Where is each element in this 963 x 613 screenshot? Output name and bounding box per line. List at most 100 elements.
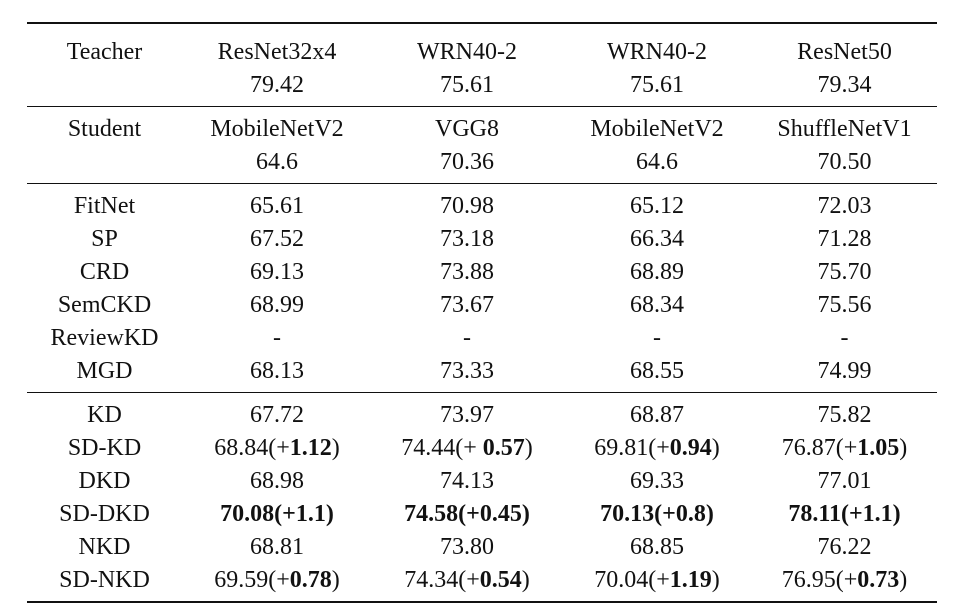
- table-row: SD-DKD 70.08(+1.1) 74.58(+0.45) 70.13(+0…: [27, 498, 937, 531]
- table-cell: 73.97: [372, 392, 562, 432]
- table-cell: 70.13(+0.8): [600, 501, 714, 527]
- table-cell: 66.34: [630, 226, 684, 252]
- table-cell: 77.01: [817, 468, 872, 494]
- student-model: MobileNetV2: [562, 106, 752, 146]
- table-cell: 70.98: [372, 183, 562, 223]
- table-cell: 75.82: [752, 392, 937, 432]
- table-cell: 68.89: [630, 259, 684, 285]
- teacher-model: ResNet32x4: [182, 22, 372, 69]
- table-cell: 73.88: [440, 259, 494, 285]
- method-name: KD: [27, 392, 182, 432]
- table-cell: 68.84(+1.12): [214, 435, 340, 461]
- student-accuracy: 64.6: [256, 149, 298, 175]
- method-name: DKD: [78, 468, 131, 494]
- table-row: DKD 68.98 74.13 69.33 77.01: [27, 465, 937, 498]
- teacher-accuracy-row: 79.42 75.61 75.61 79.34: [27, 69, 937, 107]
- teacher-accuracy: 79.34: [817, 72, 872, 98]
- table-cell: 68.98: [250, 468, 304, 494]
- table-row: SD-KD 68.84(+1.12) 74.44(+ 0.57) 69.81(+…: [27, 432, 937, 465]
- table-row: SP 67.52 73.18 66.34 71.28: [27, 223, 937, 256]
- student-accuracy: 70.50: [817, 149, 872, 175]
- table-cell: 75.70: [817, 259, 872, 285]
- table-cell: 75.56: [817, 292, 872, 318]
- table-cell: 68.87: [562, 392, 752, 432]
- table-row: CRD 69.13 73.88 68.89 75.70: [27, 256, 937, 289]
- student-model: ShuffleNetV1: [752, 106, 937, 146]
- method-name: SemCKD: [57, 292, 152, 318]
- table-cell: 74.13: [440, 468, 494, 494]
- teacher-accuracy: 75.61: [440, 72, 494, 98]
- table-cell: 74.44(+ 0.57): [401, 435, 533, 461]
- table-cell: -: [463, 325, 471, 351]
- table-cell: 76.87(+1.05): [781, 435, 908, 461]
- teacher-accuracy: 79.42: [250, 72, 304, 98]
- student-accuracy: 70.36: [440, 149, 494, 175]
- table-cell: 68.55: [630, 358, 684, 384]
- method-name: SD-DKD: [59, 501, 150, 527]
- table-cell: 73.67: [440, 292, 494, 318]
- table-cell: 71.28: [817, 226, 872, 252]
- table-cell: 73.80: [440, 534, 494, 560]
- table-cell: 69.33: [630, 468, 684, 494]
- table-row: SemCKD 68.99 73.67 68.34 75.56: [27, 289, 937, 322]
- teacher-label: Teacher: [27, 22, 182, 69]
- teacher-model: WRN40-2: [372, 22, 562, 69]
- table-cell: 68.34: [630, 292, 684, 318]
- table-cell: 68.85: [630, 534, 684, 560]
- table-cell: 67.72: [182, 392, 372, 432]
- teacher-accuracy: 75.61: [630, 72, 684, 98]
- table-cell: 70.04(+1.19): [562, 564, 752, 603]
- table-cell: 73.33: [440, 358, 494, 384]
- student-accuracy-row: 64.6 70.36 64.6 70.50: [27, 146, 937, 184]
- table-cell: 74.58(+0.45): [404, 501, 530, 527]
- table-cell: 69.13: [250, 259, 304, 285]
- table-cell: 73.18: [440, 226, 494, 252]
- proposed-section: KD 67.72 73.97 68.87 75.82 SD-KD 68.84(+…: [27, 392, 937, 603]
- table-row: SD-NKD 69.59(+0.78) 74.34(+0.54) 70.04(+…: [27, 564, 937, 603]
- table-cell: 74.34(+0.54): [372, 564, 562, 603]
- student-section: Student MobileNetV2 VGG8 MobileNetV2 Shu…: [27, 106, 937, 184]
- table-cell: 68.81: [250, 534, 304, 560]
- table-row: NKD 68.81 73.80 68.85 76.22: [27, 531, 937, 564]
- table-row: FitNet 65.61 70.98 65.12 72.03: [27, 183, 937, 223]
- table-row: ReviewKD - - - -: [27, 322, 937, 355]
- method-name: NKD: [78, 534, 131, 560]
- table-cell: 74.99: [817, 358, 872, 384]
- table-cell: 69.81(+0.94): [594, 435, 720, 461]
- table-row: KD 67.72 73.97 68.87 75.82: [27, 392, 937, 432]
- teacher-section: Teacher ResNet32x4 WRN40-2 WRN40-2 ResNe…: [27, 22, 937, 107]
- teacher-model: WRN40-2: [562, 22, 752, 69]
- teacher-model: ResNet50: [752, 22, 937, 69]
- method-name: ReviewKD: [50, 325, 159, 351]
- table-cell: 70.08(+1.1): [220, 501, 334, 527]
- method-name: SP: [91, 226, 118, 252]
- student-label: Student: [27, 106, 182, 146]
- table-cell: -: [653, 325, 661, 351]
- teacher-row: Teacher ResNet32x4 WRN40-2 WRN40-2 ResNe…: [27, 22, 937, 69]
- table-cell: 68.13: [250, 358, 304, 384]
- baselines-section: FitNet 65.61 70.98 65.12 72.03 SP 67.52 …: [27, 183, 937, 393]
- method-name: SD-KD: [67, 435, 142, 461]
- student-row: Student MobileNetV2 VGG8 MobileNetV2 Shu…: [27, 106, 937, 146]
- table-row: MGD 68.13 73.33 68.55 74.99: [27, 355, 937, 393]
- student-accuracy: 64.6: [636, 149, 678, 175]
- method-name: CRD: [79, 259, 130, 285]
- results-table-container: Teacher ResNet32x4 WRN40-2 WRN40-2 ResNe…: [27, 22, 937, 603]
- table-cell: 65.61: [182, 183, 372, 223]
- table-cell: 76.22: [817, 534, 872, 560]
- table-cell: -: [840, 325, 849, 351]
- method-name: SD-NKD: [27, 564, 182, 603]
- student-model: MobileNetV2: [182, 106, 372, 146]
- table-cell: 76.95(+0.73): [752, 564, 937, 603]
- table-cell: 68.99: [250, 292, 304, 318]
- method-name: FitNet: [27, 183, 182, 223]
- results-table: Teacher ResNet32x4 WRN40-2 WRN40-2 ResNe…: [27, 22, 937, 603]
- table-cell: 65.12: [562, 183, 752, 223]
- method-name: MGD: [76, 358, 133, 384]
- table-cell: 78.11(+1.1): [788, 501, 901, 527]
- table-cell: 72.03: [752, 183, 937, 223]
- table-cell: 67.52: [250, 226, 304, 252]
- student-model: VGG8: [372, 106, 562, 146]
- table-cell: 69.59(+0.78): [182, 564, 372, 603]
- table-cell: -: [273, 325, 281, 351]
